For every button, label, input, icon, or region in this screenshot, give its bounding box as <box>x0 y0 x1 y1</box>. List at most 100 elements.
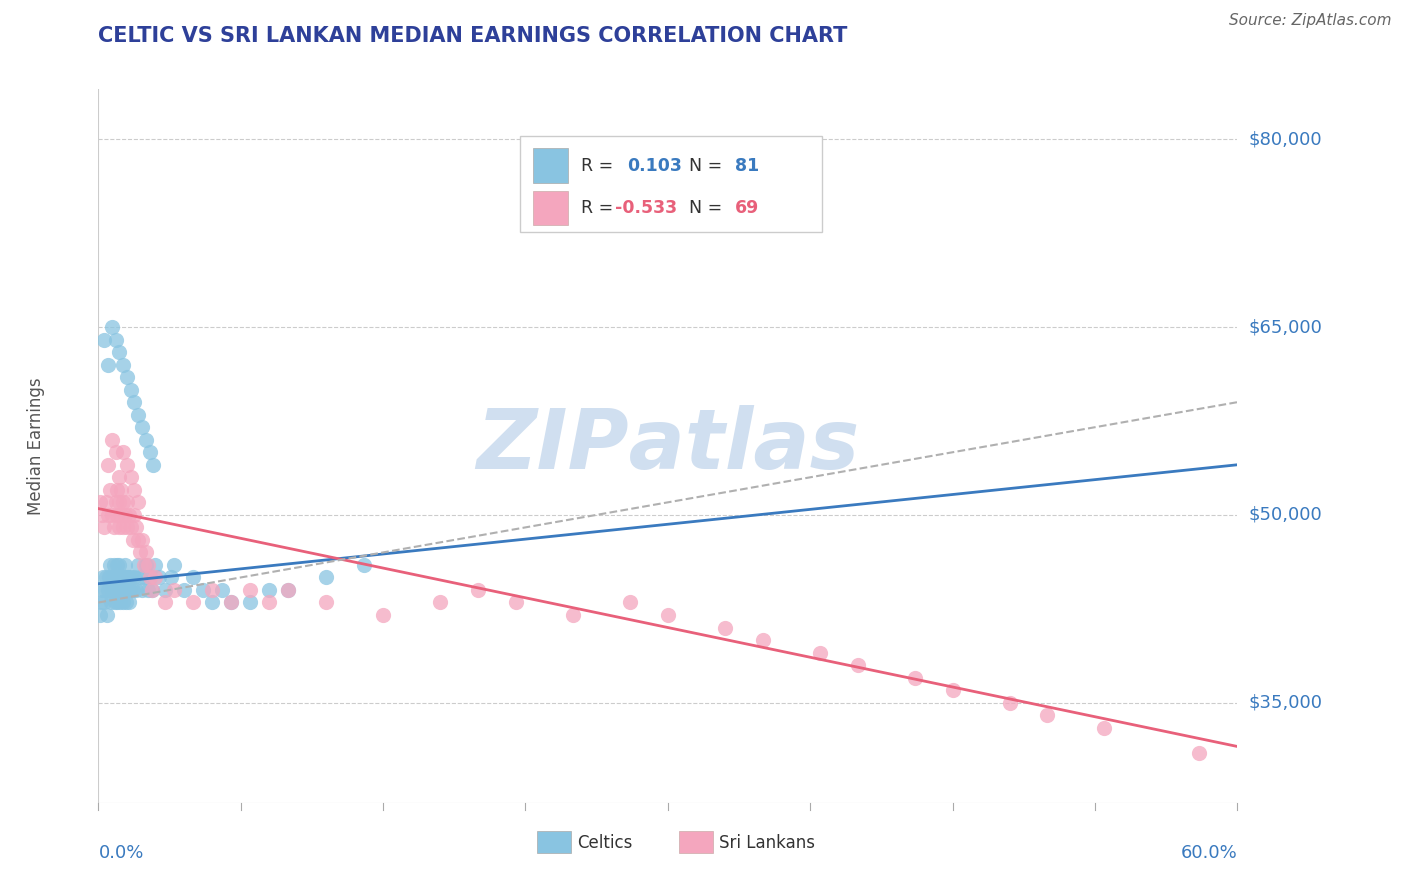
Point <box>125 520 148 534</box>
Point <box>562 607 585 622</box>
Text: $50,000: $50,000 <box>1249 506 1322 524</box>
Point <box>1094 721 1116 735</box>
Point <box>100 433 122 447</box>
Point <box>211 582 233 597</box>
Point <box>114 508 136 522</box>
Point <box>127 533 149 547</box>
Point <box>97 358 120 372</box>
Point <box>429 595 451 609</box>
Point <box>120 383 142 397</box>
Point <box>108 470 131 484</box>
Point <box>201 582 224 597</box>
Point <box>98 483 121 497</box>
Point <box>153 595 176 609</box>
Point <box>93 333 115 347</box>
Text: $35,000: $35,000 <box>1249 694 1323 712</box>
Point <box>135 545 157 559</box>
Point <box>112 582 135 597</box>
Point <box>94 582 117 597</box>
Point <box>259 582 281 597</box>
Point <box>100 582 122 597</box>
Point <box>115 582 138 597</box>
Point <box>148 570 170 584</box>
Point <box>153 582 176 597</box>
Text: $65,000: $65,000 <box>1249 318 1322 336</box>
Point <box>118 570 141 584</box>
Point <box>107 508 129 522</box>
Point <box>904 671 927 685</box>
Point <box>846 658 869 673</box>
Point <box>110 508 132 522</box>
Text: 0.103: 0.103 <box>627 157 682 175</box>
Point <box>163 558 186 572</box>
Point <box>467 582 489 597</box>
Text: Sri Lankans: Sri Lankans <box>718 834 815 852</box>
Point <box>103 595 125 609</box>
Point <box>110 595 132 609</box>
Point <box>136 558 159 572</box>
Point <box>808 646 831 660</box>
Point <box>131 420 153 434</box>
Point <box>108 495 131 509</box>
Point <box>239 582 262 597</box>
Point <box>91 582 114 597</box>
Point <box>105 570 128 584</box>
Point <box>239 595 262 609</box>
Point <box>141 582 163 597</box>
Point <box>183 595 205 609</box>
Text: -0.533: -0.533 <box>616 199 678 217</box>
Bar <box>679 831 713 853</box>
Point <box>93 520 115 534</box>
Point <box>145 570 167 584</box>
Point <box>112 358 135 372</box>
Point <box>104 582 127 597</box>
Point <box>89 495 111 509</box>
Point <box>714 621 737 635</box>
Point <box>97 508 120 522</box>
Point <box>103 558 125 572</box>
Point <box>115 370 138 384</box>
Point <box>135 558 157 572</box>
Point <box>125 582 148 597</box>
Point <box>100 320 122 334</box>
Point <box>107 558 129 572</box>
Bar <box>533 148 568 183</box>
Point <box>127 408 149 422</box>
Point <box>118 595 141 609</box>
Point <box>138 570 160 584</box>
Point <box>108 558 131 572</box>
Point <box>100 508 122 522</box>
Point <box>111 582 134 597</box>
Text: 60.0%: 60.0% <box>1181 845 1237 863</box>
Point <box>221 595 243 609</box>
Point <box>112 495 135 509</box>
Point <box>115 595 138 609</box>
Point <box>112 595 135 609</box>
Point <box>89 607 111 622</box>
Point <box>104 445 127 459</box>
Point <box>115 570 138 584</box>
Point <box>108 520 131 534</box>
Point <box>118 582 141 597</box>
Text: 81: 81 <box>735 157 759 175</box>
Point <box>138 570 160 584</box>
Point <box>91 570 114 584</box>
Point <box>97 570 120 584</box>
Point <box>91 508 114 522</box>
Point <box>110 483 132 497</box>
Point <box>277 582 299 597</box>
Point <box>259 595 281 609</box>
Point <box>112 570 135 584</box>
Point <box>136 582 159 597</box>
Point <box>90 595 112 609</box>
Point <box>97 458 120 472</box>
Point <box>159 570 181 584</box>
Point <box>108 345 131 359</box>
Point <box>998 696 1021 710</box>
Point <box>221 595 243 609</box>
Point <box>371 607 394 622</box>
Point <box>173 582 195 597</box>
Point <box>315 570 337 584</box>
Point <box>124 395 146 409</box>
Point <box>132 558 155 572</box>
